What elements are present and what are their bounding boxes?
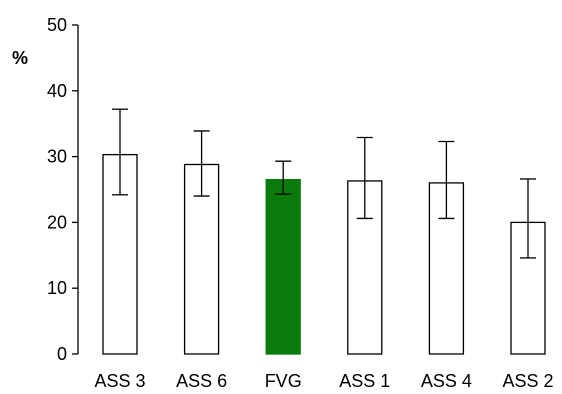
y-tick-label: 30: [47, 147, 67, 167]
error-bar: [275, 160, 292, 195]
y-axis-label: %: [12, 48, 28, 68]
x-tick-label: ASS 6: [176, 371, 227, 391]
x-tick-label: ASS 3: [94, 371, 145, 391]
x-tick-label: ASS 4: [421, 371, 472, 391]
error-bar: [112, 108, 128, 196]
error-bar: [193, 130, 210, 197]
y-tick-label: 10: [47, 278, 67, 298]
error-bar: [438, 140, 455, 220]
y-tick-label: 20: [47, 212, 67, 232]
error-bar: [520, 178, 536, 259]
x-tick-label: ASS 2: [502, 371, 553, 391]
y-tick-label: 40: [47, 81, 67, 101]
error-bar: [356, 136, 373, 220]
x-tick-label: FVG: [265, 371, 302, 391]
y-tick-label: 0: [57, 344, 67, 364]
x-tick-label: ASS 1: [339, 371, 390, 391]
bar-fvg: [265, 178, 301, 355]
y-tick-label: 50: [47, 15, 67, 35]
